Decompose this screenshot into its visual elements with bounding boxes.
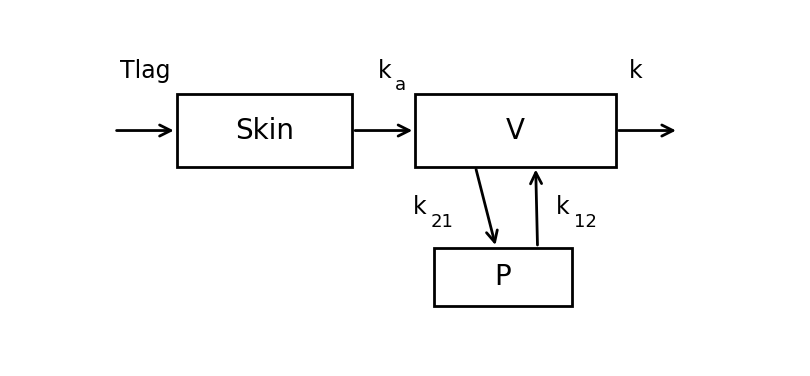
Text: 21: 21 xyxy=(430,213,453,231)
Bar xyxy=(434,248,572,306)
Text: a: a xyxy=(395,76,406,94)
Text: k: k xyxy=(412,195,426,219)
Text: k: k xyxy=(377,59,391,83)
Text: k: k xyxy=(556,195,570,219)
Text: k: k xyxy=(629,59,642,83)
Text: Skin: Skin xyxy=(235,117,294,144)
Bar xyxy=(177,94,352,167)
Bar xyxy=(415,94,616,167)
Text: P: P xyxy=(495,263,511,291)
Text: 12: 12 xyxy=(574,213,597,231)
Text: V: V xyxy=(506,117,525,144)
Text: Tlag: Tlag xyxy=(120,59,171,83)
